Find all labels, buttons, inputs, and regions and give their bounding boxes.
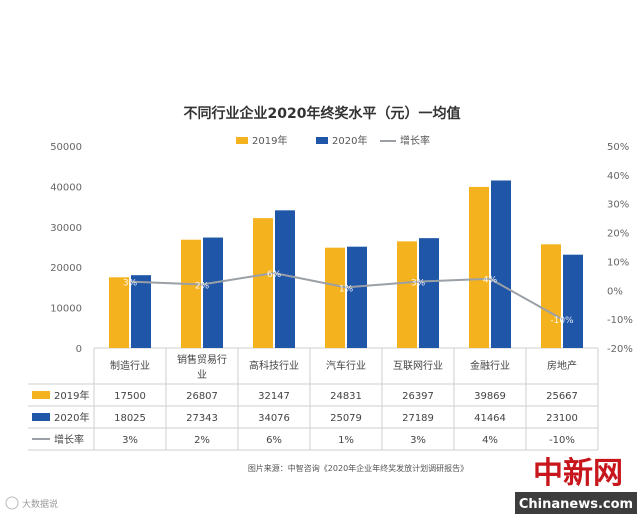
growth-data-label: 3%	[411, 279, 426, 289]
growth-data-label: 3%	[123, 279, 138, 289]
table-cell: 25667	[546, 391, 578, 402]
table-cell: 25079	[330, 413, 362, 424]
bar-2020	[275, 210, 295, 348]
chinanews-url-text: Chinanews.com	[519, 497, 633, 512]
y-right-tick-label: 10%	[607, 257, 629, 268]
y-right-tick-label: 0%	[607, 286, 623, 297]
legend-swatch-2020	[316, 137, 328, 144]
category-label: 汽车行业	[326, 359, 366, 372]
table-cell: 39869	[474, 391, 506, 402]
bar-2019	[541, 244, 561, 348]
legend-swatch-2019	[236, 137, 248, 144]
y-right-tick-label: 30%	[607, 200, 629, 211]
table-row-label: 增长率	[54, 433, 84, 446]
table-row-label: 2019年	[54, 389, 89, 402]
table-cell: 3%	[410, 435, 426, 446]
watermark-weibo: 大数据说	[5, 496, 58, 510]
table-cell: 26397	[402, 391, 434, 402]
category-label: 业	[197, 369, 207, 381]
y-axis-left: 0 10000 20000 30000 40000 50000	[50, 142, 82, 355]
legend: 2019年 2020年 增长率	[236, 134, 430, 147]
y-right-tick-label: -10%	[607, 315, 633, 326]
table-cell: 4%	[482, 435, 498, 446]
chinanews-banner	[515, 492, 637, 514]
bar-2020	[203, 237, 223, 348]
bars	[109, 180, 583, 348]
table-cell: 26807	[186, 391, 218, 402]
category-label: 互联网行业	[393, 359, 443, 372]
table-cell: 18025	[114, 413, 146, 424]
watermark-chinanews: 中新网 Chinanews.com	[515, 456, 637, 514]
category-label: 金融行业	[470, 359, 510, 372]
legend-label-growth: 增长率	[400, 134, 430, 147]
category-label: 制造行业	[110, 359, 150, 372]
table-cell: 27343	[186, 413, 218, 424]
category-label: 房地产	[547, 359, 577, 372]
bar-2020	[563, 254, 583, 348]
y-left-tick-label: 10000	[50, 304, 82, 315]
bar-2020	[419, 238, 439, 348]
table-cell: 6%	[266, 435, 282, 446]
table-cell: 17500	[114, 391, 146, 402]
category-label: 高科技行业	[249, 359, 299, 372]
y-right-tick-label: 20%	[607, 229, 629, 240]
table-row-swatch	[32, 391, 50, 399]
legend-label-2020: 2020年	[332, 134, 367, 147]
chart-title: 不同行业企业2020年终奖水平（元）一均值	[184, 105, 461, 122]
table-cell: 27189	[402, 413, 434, 424]
y-left-tick-label: 0	[76, 344, 82, 355]
gridlines	[28, 347, 599, 451]
table-cell: 41464	[474, 413, 506, 424]
growth-line-path	[129, 271, 563, 321]
growth-data-label: 6%	[267, 270, 282, 280]
y-left-tick-label: 20000	[50, 263, 82, 274]
y-axis-right: -20% -10% 0% 10% 20% 30% 40% 50%	[607, 142, 633, 355]
bar-2019	[109, 277, 129, 348]
y-right-tick-label: -20%	[607, 344, 633, 355]
y-right-tick-label: 40%	[607, 171, 629, 182]
table-cell: 34076	[258, 413, 290, 424]
legend-label-2019: 2019年	[252, 134, 287, 147]
growth-data-label: -10%	[550, 316, 574, 326]
chinanews-logo-text: 中新网	[533, 456, 623, 491]
y-left-tick-label: 30000	[50, 223, 82, 234]
table-cell: 3%	[122, 435, 138, 446]
table-cell: 2%	[194, 435, 210, 446]
table-cell: 32147	[258, 391, 290, 402]
growth-data-labels: 3% 2% 6% 1% 3% 4% -10%	[123, 270, 574, 326]
weibo-watermark-text: 大数据说	[22, 498, 58, 510]
growth-data-label: 1%	[339, 284, 354, 294]
y-left-tick-label: 40000	[50, 182, 82, 193]
bar-2019	[397, 241, 417, 348]
growth-data-label: 2%	[195, 282, 210, 292]
growth-data-label: 4%	[483, 276, 498, 286]
bar-2020	[131, 275, 151, 348]
source-note: 图片来源：中智咨询《2020年企业年终奖发放计划调研报告》	[248, 463, 468, 473]
y-left-tick-label: 50000	[50, 142, 82, 153]
weibo-icon	[5, 496, 19, 510]
table-row-label: 2020年	[54, 411, 89, 424]
bar-2019	[325, 247, 345, 348]
table-cell: -10%	[549, 435, 575, 446]
bar-2019	[181, 239, 201, 348]
growth-line	[129, 271, 563, 321]
table-cell: 1%	[338, 435, 354, 446]
bar-2020	[491, 180, 511, 348]
y-right-tick-label: 50%	[607, 142, 629, 153]
bar-2019	[469, 186, 489, 348]
bar-2019	[253, 218, 273, 348]
bar-2020	[347, 246, 367, 348]
table-row-swatch	[32, 413, 50, 421]
category-label: 销售贸易行	[177, 353, 227, 366]
table-cell: 24831	[330, 391, 362, 402]
table-cell: 23100	[546, 413, 578, 424]
